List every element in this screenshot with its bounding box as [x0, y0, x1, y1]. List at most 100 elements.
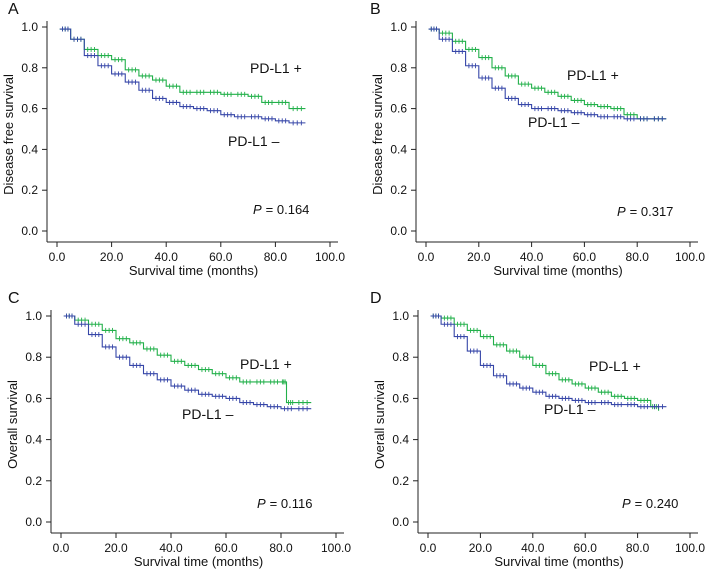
x-tick-label: 80.0	[626, 541, 650, 555]
panel-b: B 0.0 20.0 40.0 60.0 80.0 100.0 0.0 0.2 0.4 0.6 0.8…	[370, 1, 705, 278]
panel-c: C 0.0 20.0 40.0 60.0 80.0 100.0 0.0 0.2 0.4 0.6 0.8…	[5, 290, 351, 569]
label-pd-l1-positive: PD-L1 +	[589, 358, 641, 374]
x-tick-label: 20.0	[104, 541, 128, 555]
p-value-annotation: P = 0.116	[257, 496, 312, 511]
y-tick-label: 0.0	[21, 224, 38, 238]
y-tick-label: 0.6	[390, 102, 407, 116]
y-tick-label: 1.0	[25, 309, 42, 323]
y-tick-label: 0.2	[390, 183, 407, 197]
x-tick-label: 20.0	[100, 250, 124, 264]
y-tick-label: 0.4	[392, 433, 409, 447]
x-tick-label: 100.0	[675, 541, 705, 555]
series-pd-l1-positive	[428, 26, 667, 122]
x-tick-label: 80.0	[626, 250, 650, 264]
y-axis-title: Disease free survival	[370, 74, 385, 195]
y-tick-label: 0.8	[390, 61, 407, 75]
p-value: = 0.317	[630, 204, 674, 219]
x-tick-label: 60.0	[573, 250, 597, 264]
x-tick-label: 20.0	[467, 250, 491, 264]
survival-curve	[428, 28, 667, 120]
x-tick-label: 60.0	[209, 250, 233, 264]
p-symbol: P	[617, 204, 626, 219]
survival-curve	[63, 315, 312, 410]
x-tick-label: 40.0	[159, 541, 183, 555]
x-tick-label: 80.0	[264, 250, 288, 264]
p-symbol: P	[622, 496, 631, 511]
x-tick-label: 60.0	[574, 541, 598, 555]
series-pd-l1-negative	[59, 26, 306, 126]
x-tick-label: 40.0	[521, 541, 545, 555]
y-axis-title: Overall survival	[5, 380, 20, 469]
x-tick-label: 40.0	[520, 250, 544, 264]
x-tick-label: 80.0	[269, 541, 293, 555]
y-tick-label: 1.0	[390, 20, 407, 34]
y-tick-label: 0.6	[392, 391, 409, 405]
x-axis-title: Survival time (months)	[129, 263, 258, 278]
series-pd-l1-positive	[430, 313, 660, 411]
label-pd-l1-positive: PD-L1 +	[240, 356, 292, 372]
y-tick-label: 0.8	[25, 350, 42, 364]
x-tick-label: 0.0	[53, 541, 70, 555]
survival-curve	[59, 28, 306, 124]
x-tick-label: 60.0	[214, 541, 238, 555]
survival-curve	[59, 28, 306, 110]
y-tick-label: 0.2	[21, 183, 38, 197]
p-value: = 0.116	[270, 496, 313, 511]
y-tick-label: 1.0	[392, 309, 409, 323]
panel-a: A 0.0 20.0 40.0 60.0 80.0 100.0 0.0 0.2 0.4 0.6 0.8…	[1, 1, 345, 278]
series-pd-l1-negative	[63, 313, 312, 412]
y-tick-label: 0.6	[25, 391, 42, 405]
x-tick-label: 0.0	[418, 250, 435, 264]
x-tick-label: 100.0	[321, 541, 351, 555]
panel-letter: B	[370, 1, 381, 18]
label-pd-l1-positive: PD-L1 +	[567, 67, 619, 83]
label-pd-l1-negative: PD-L1 –	[544, 401, 596, 417]
panel-letter: A	[8, 1, 19, 18]
series-pd-l1-positive	[63, 313, 312, 406]
y-tick-label: 0.0	[392, 515, 409, 529]
label-pd-l1-negative: PD-L1 –	[228, 133, 280, 149]
y-tick-label: 0.4	[21, 142, 38, 156]
p-value-annotation: P = 0.317	[617, 204, 673, 219]
y-tick-label: 0.0	[25, 515, 42, 529]
x-tick-label: 100.0	[315, 250, 345, 264]
y-tick-label: 0.2	[25, 474, 42, 488]
survival-curve	[430, 315, 660, 411]
p-value: = 0.164	[266, 202, 310, 217]
series-pd-l1-negative	[428, 26, 667, 122]
y-tick-label: 0.8	[392, 350, 409, 364]
label-pd-l1-negative: PD-L1 –	[182, 406, 234, 422]
x-axis-title: Survival time (months)	[494, 554, 623, 569]
p-value-annotation: P = 0.164	[253, 202, 309, 217]
survival-curve	[430, 315, 667, 408]
series-pd-l1-positive	[59, 26, 306, 112]
label-pd-l1-negative: PD-L1 –	[528, 114, 580, 130]
p-symbol: P	[257, 496, 266, 511]
p-symbol: P	[253, 202, 262, 217]
x-tick-label: 100.0	[675, 250, 705, 264]
x-tick-label: 20.0	[469, 541, 493, 555]
y-tick-label: 0.4	[390, 142, 407, 156]
panel-d: D 0.0 20.0 40.0 60.0 80.0 100.0 0.0 0.2 0.4 0.6 0.8…	[370, 290, 705, 569]
x-tick-label: 0.0	[420, 541, 437, 555]
x-tick-label: 0.0	[49, 250, 66, 264]
panel-letter: D	[370, 290, 382, 307]
series-pd-l1-negative	[430, 313, 667, 410]
y-tick-label: 0.4	[25, 433, 42, 447]
p-value: = 0.240	[635, 496, 679, 511]
x-axis-title: Survival time (months)	[134, 554, 263, 569]
survival-curve	[428, 28, 667, 120]
label-pd-l1-positive: PD-L1 +	[250, 60, 302, 76]
y-tick-label: 0.2	[392, 474, 409, 488]
x-tick-label: 40.0	[155, 250, 179, 264]
y-tick-label: 1.0	[21, 20, 38, 34]
p-value-annotation: P = 0.240	[622, 496, 678, 511]
y-axis-title: Overall survival	[372, 380, 387, 469]
panel-letter: C	[8, 290, 20, 307]
y-tick-label: 0.8	[21, 61, 38, 75]
x-axis-title: Survival time (months)	[493, 263, 622, 278]
y-tick-label: 0.0	[390, 224, 407, 238]
y-axis-title: Disease free survival	[1, 74, 16, 195]
y-tick-label: 0.6	[21, 102, 38, 116]
